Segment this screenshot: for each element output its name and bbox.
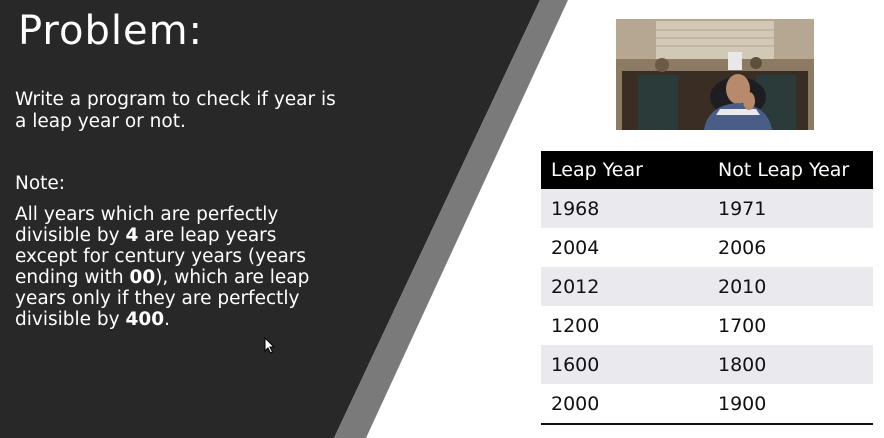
table-cell: 2010 [718,275,767,298]
note-text-part: ), which are leap years only if they are… [15,267,310,330]
column-header: Leap Year [551,159,643,181]
table-row: 1968 1971 [541,189,873,228]
note-bold-value: 4 [125,225,139,246]
table-row: 2012 2010 [541,267,873,306]
table-cell: 1600 [551,353,600,376]
table-cell: 2004 [551,236,600,259]
table-row: 1600 1800 [541,345,873,384]
table-cell: 1900 [718,392,767,415]
table-cell: 1700 [718,314,767,337]
table-cell: 2006 [718,236,767,259]
webcam-picture [616,19,814,130]
table-cell: 1971 [718,197,767,220]
note-text-part: All years which are perfectly divisible … [15,204,279,246]
table-cell: 1800 [718,353,767,376]
slide-title: Problem: [18,8,204,54]
dark-panel [0,0,540,438]
mouse-cursor-icon [264,337,276,354]
table-cell: 2000 [551,392,600,415]
problem-statement: Write a program to check if year is a le… [15,89,336,132]
table-row: 1200 1700 [541,306,873,345]
note-text-part: . [164,309,170,330]
column-header: Not Leap Year [718,159,850,181]
table-row: 2004 2006 [541,228,873,267]
note-bold-value: 400 [125,309,165,330]
webcam-video [616,19,814,130]
leap-year-table: Leap Year Not Leap Year 1968 1971 2004 2… [541,151,873,425]
table-cell: 2012 [551,275,600,298]
table-header-row: Leap Year Not Leap Year [541,151,873,189]
table-cell: 1200 [551,314,600,337]
note-bold-value: 00 [129,267,156,288]
table-cell: 1968 [551,197,600,220]
note-label: Note: [15,173,66,194]
diagonal-stripe [334,0,568,438]
note-text-part: are leap years except for century years … [15,225,307,288]
table-row: 2000 1900 [541,384,873,424]
note-text: All years which are perfectly divisible … [15,204,335,330]
data-table: Leap Year Not Leap Year 1968 1971 2004 2… [541,151,873,425]
